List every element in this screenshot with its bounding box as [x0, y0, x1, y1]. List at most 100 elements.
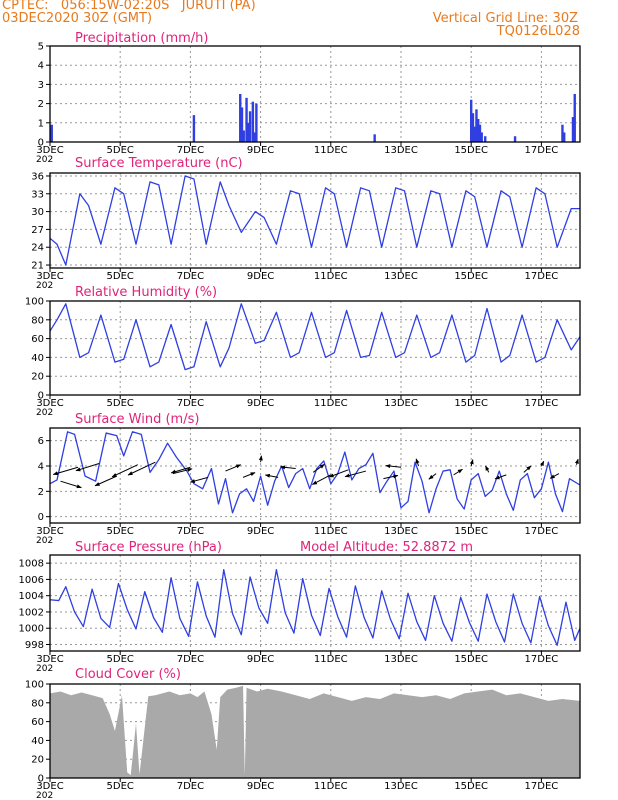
x-year-stub: 202 — [36, 155, 53, 165]
x-tick-label: 9DEC — [247, 145, 274, 156]
wind-arrow — [111, 464, 138, 478]
precip-bar — [253, 132, 256, 142]
y-tick-label: 60 — [31, 717, 44, 728]
wind-arrow — [311, 474, 332, 485]
y-tick-label: 1004 — [19, 591, 44, 602]
y-tick-label: 33 — [31, 189, 44, 200]
y-tick-label: 1 — [38, 118, 44, 129]
x-tick-label: 13DEC — [384, 145, 418, 156]
x-tick-label: 5DEC — [107, 781, 134, 792]
precip-bar — [239, 94, 242, 142]
x-tick-label: 11DEC — [314, 398, 348, 409]
y-tick-label: 0 — [38, 391, 44, 402]
x-year-stub: 202 — [36, 791, 53, 800]
wind-arrow — [52, 466, 79, 476]
y-tick-label: 20 — [31, 755, 44, 766]
wind-arrow — [279, 465, 296, 470]
y-tick-label: 80 — [31, 698, 44, 709]
wind-arrow — [469, 459, 474, 467]
grid-line-note: Vertical Grid Line: 30Z — [432, 11, 578, 26]
x-year-stub: 202 — [36, 281, 53, 291]
panel-frame — [49, 45, 581, 143]
precip-bar — [471, 113, 475, 142]
wind-arrow — [127, 461, 156, 476]
precip-bar — [251, 101, 255, 142]
precip-bar — [192, 115, 196, 142]
precip-bar — [484, 136, 487, 142]
wind-arrow — [258, 455, 263, 463]
y-tick-label: 1000 — [19, 624, 44, 635]
panel-title-1: Surface Temperature (nC) — [75, 156, 243, 171]
precip-bar — [571, 117, 575, 142]
x-tick-label: 13DEC — [384, 654, 418, 665]
x-tick-label: 15DEC — [454, 526, 488, 537]
x-tick-label: 5DEC — [107, 526, 134, 537]
x-tick-label: 7DEC — [177, 398, 204, 409]
wind-arrow — [549, 473, 560, 479]
x-tick-label: 11DEC — [314, 271, 348, 282]
series-line-2 — [49, 303, 581, 371]
y-tick-label: 27 — [31, 225, 44, 236]
y-tick-label: 30 — [31, 207, 44, 218]
x-tick-label: 17DEC — [525, 145, 559, 156]
wind-arrow — [225, 464, 242, 472]
panel-title-3: Surface Wind (m/s) — [75, 412, 199, 427]
x-tick-label: 15DEC — [454, 781, 488, 792]
wind-arrow — [94, 475, 117, 487]
x-tick-label: 3DEC — [36, 398, 63, 409]
x-tick-label: 15DEC — [454, 145, 488, 156]
precip-bar — [50, 124, 53, 142]
wind-arrow — [385, 464, 402, 469]
panel-title-5: Cloud Cover (%) — [75, 667, 181, 682]
y-tick-label: 0 — [38, 774, 44, 785]
y-tick-label: 60 — [31, 334, 44, 345]
panel-title-0: Precipitation (mm/h) — [75, 31, 208, 46]
x-tick-label: 17DEC — [525, 654, 559, 665]
x-tick-label: 9DEC — [247, 398, 274, 409]
x-tick-label: 7DEC — [177, 654, 204, 665]
panel-frame — [49, 554, 581, 652]
precip-bar — [473, 126, 476, 142]
series-line-3 — [49, 431, 581, 514]
y-tick-label: 2 — [38, 99, 44, 110]
wind-arrow — [328, 469, 349, 478]
x-tick-label: 11DEC — [314, 654, 348, 665]
wind-arrow — [539, 460, 545, 467]
x-tick-label: 7DEC — [177, 781, 204, 792]
y-tick-label: 4 — [38, 462, 44, 473]
x-tick-label: 3DEC — [36, 271, 63, 282]
x-tick-label: 5DEC — [107, 398, 134, 409]
wind-arrow — [494, 474, 507, 480]
x-tick-label: 9DEC — [247, 526, 274, 537]
x-tick-label: 9DEC — [247, 271, 274, 282]
y-tick-label: 2 — [38, 487, 44, 498]
x-tick-label: 17DEC — [525, 526, 559, 537]
x-tick-label: 3DEC — [36, 526, 63, 537]
precip-bar — [373, 134, 376, 142]
precip-bar — [513, 136, 517, 142]
panel-title-4: Surface Pressure (hPa) — [75, 540, 222, 555]
x-tick-label: 7DEC — [177, 526, 204, 537]
wind-arrow — [242, 472, 256, 478]
x-tick-label: 15DEC — [454, 271, 488, 282]
x-tick-label: 3DEC — [36, 781, 63, 792]
wind-arrow — [170, 466, 191, 474]
precip-bar — [469, 99, 473, 142]
y-tick-label: 80 — [31, 315, 44, 326]
precip-bar — [561, 124, 564, 142]
x-year-stub: 202 — [36, 408, 53, 418]
y-tick-label: 0 — [38, 512, 44, 523]
x-tick-label: 13DEC — [384, 398, 418, 409]
series-line-4 — [49, 568, 581, 646]
y-tick-label: 3 — [38, 80, 44, 91]
x-tick-label: 13DEC — [384, 271, 418, 282]
y-tick-label: 1008 — [19, 559, 44, 570]
wind-arrow — [428, 473, 437, 480]
y-tick-label: 36 — [31, 171, 44, 182]
x-tick-label: 7DEC — [177, 271, 204, 282]
precip-bar — [563, 132, 566, 142]
x-year-stub: 202 — [36, 536, 53, 546]
x-year-stub: 202 — [36, 664, 53, 674]
y-tick-label: 4 — [38, 61, 44, 72]
y-tick-label: 6 — [38, 436, 44, 447]
